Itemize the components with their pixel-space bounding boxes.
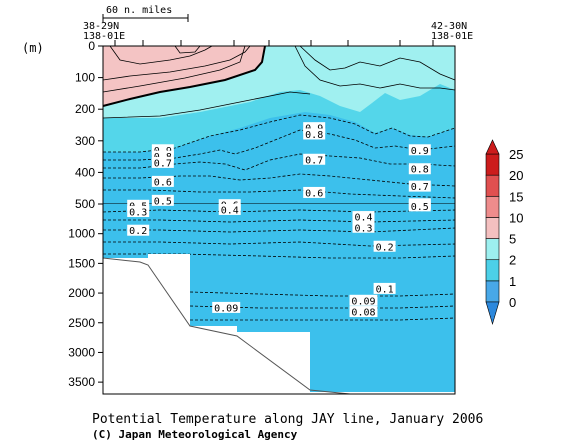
colorbar-label: 25 (509, 147, 523, 162)
colorbar-label: 2 (509, 253, 516, 268)
contour-label: 0.2 (376, 242, 394, 253)
contour-label: 0.6 (305, 188, 323, 199)
y-tick-label: 0 (88, 39, 95, 53)
contour-label-bg (352, 221, 375, 233)
y-tick-label: 1000 (68, 227, 95, 241)
contour-label-bg (303, 128, 326, 140)
y-tick-label: 500 (75, 197, 95, 211)
colorbar-label: 15 (509, 189, 523, 204)
contour-label-bg (373, 240, 396, 252)
contour-label-bg (303, 186, 326, 198)
colorbar-max-arrow (485, 139, 500, 155)
contour-label: 0.1 (376, 284, 394, 295)
contour-label: 0.9 (411, 146, 429, 157)
station-ticks (114, 40, 434, 46)
contour-label-bg (352, 211, 375, 223)
contour-label: 0.09 (351, 296, 375, 307)
colorbar-segment (485, 238, 500, 261)
y-tick-label: 2500 (68, 316, 95, 330)
contour-label: 0.2 (129, 226, 147, 237)
contour-label-bg (408, 180, 431, 192)
contour-label-bg (303, 122, 326, 134)
contour-label-bg (151, 150, 174, 162)
contour-label: 0.7 (305, 155, 323, 166)
y-axis: 0 100 200 300 400 500 1000 1500 2000 2500 3000 3500 (68, 39, 103, 389)
contour-label: 0.4 (354, 213, 372, 224)
contour-label-bg (151, 156, 174, 168)
contour-label-bg (303, 153, 326, 165)
colorbar-label: 20 (509, 168, 523, 183)
y-tick-label: 200 (75, 102, 95, 116)
contour-label: 0.8 (411, 165, 429, 176)
y-tick-label: 3500 (68, 375, 95, 389)
contour-label-bg (151, 144, 174, 156)
contour-label: 0.3 (129, 208, 147, 219)
y-tick-label: 3000 (68, 345, 95, 359)
scale-bar-label: 60 n. miles (106, 5, 172, 16)
contour-label: 0.3 (354, 223, 372, 234)
left-station-lat: 38-29N (83, 21, 119, 32)
colorbar-segment (485, 280, 500, 303)
y-tick-label: 100 (75, 71, 95, 85)
y-unit-label: (m) (22, 41, 44, 55)
chart-title: Potential Temperature along JAY line, Ja… (92, 412, 483, 427)
y-tick-label: 400 (75, 165, 95, 179)
contour-label-bg (127, 206, 150, 218)
contour-label: 0.5 (411, 202, 429, 213)
contour-label-bg (151, 194, 174, 206)
contour-label: 0.8 (305, 130, 323, 141)
contour-label-bg (408, 200, 431, 212)
contour-label: 0.09 (214, 303, 238, 314)
contour-label-bg (212, 301, 241, 313)
y-tick-label: 300 (75, 134, 95, 148)
colorbar-segment (485, 174, 500, 197)
contour-label-bg (127, 199, 150, 211)
colorbar-label: 5 (509, 232, 516, 247)
contour-label: 0.5 (154, 196, 172, 207)
lower-panel (102, 204, 456, 410)
contour-labels: 0.90.80.70.60.50.90.80.70.60.90.80.70.60… (127, 122, 431, 319)
colorbar-segment (485, 195, 500, 218)
contour-label-bg (373, 282, 396, 294)
colorbar-label: 1 (509, 274, 516, 289)
contour-label: 0.08 (351, 308, 375, 319)
right-station-lat: 42-30N (431, 21, 467, 32)
scale-bar: 60 n. miles (102, 5, 189, 22)
contour-label-bg (127, 224, 150, 236)
contour-label: 0.7 (154, 158, 172, 169)
colorbar-segment (485, 153, 500, 176)
contour-label-bg (349, 306, 378, 318)
credit-text: (C) Japan Meteorological Agency (92, 428, 298, 441)
colorbar-label: 0 (509, 295, 516, 310)
colorbar-segment (485, 217, 500, 239)
contour-label-bg (408, 144, 431, 156)
contour-label-bg (349, 294, 378, 306)
contour-label: 0.7 (411, 182, 429, 193)
contour-label: 0.6 (154, 177, 172, 188)
plot-frame (102, 45, 456, 395)
contour-label-bg (151, 175, 174, 187)
y-tick-label: 2000 (68, 286, 95, 300)
colorbar-segment (485, 259, 500, 282)
left-station-lon: 138-01E (83, 31, 125, 42)
right-station-lon: 138-01E (431, 31, 473, 42)
contour-label: 0.4 (221, 205, 239, 216)
colorbar-min-arrow (485, 301, 500, 326)
contour-label-bg (218, 203, 241, 215)
contour-label-bg (408, 163, 431, 175)
colorbar-label: 10 (509, 210, 523, 225)
y-tick-label: 1500 (68, 256, 95, 270)
